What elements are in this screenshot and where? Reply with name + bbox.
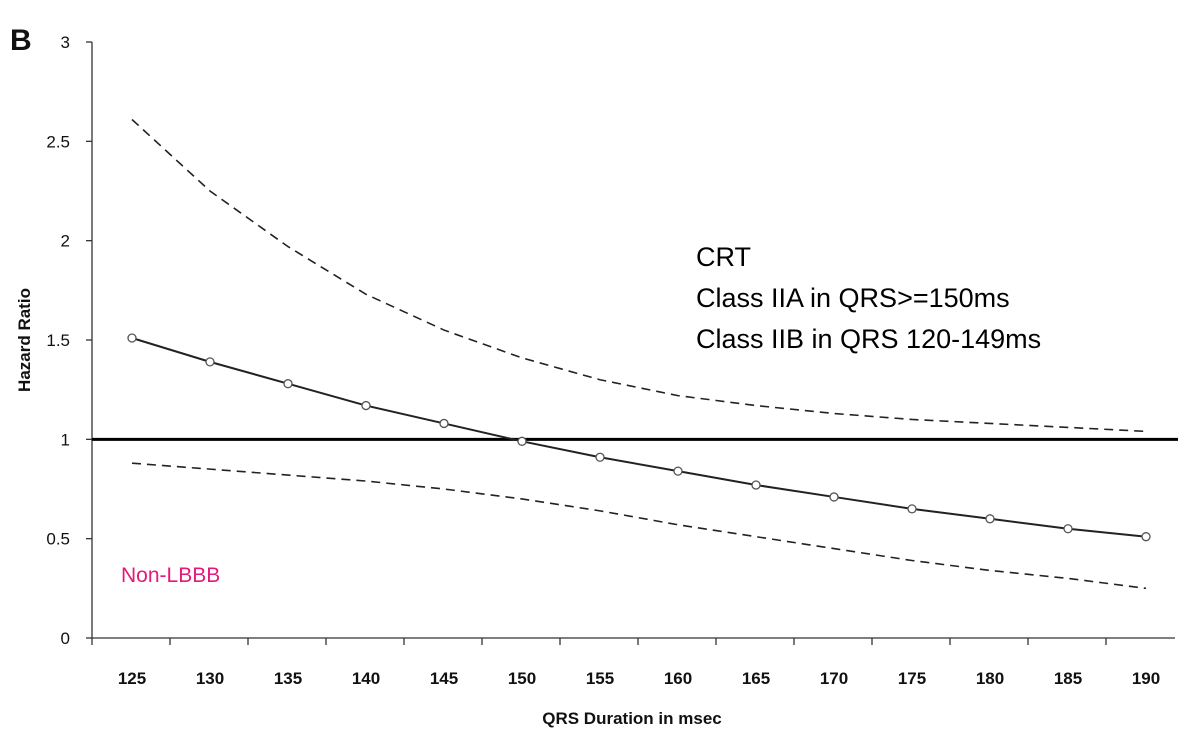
estimate-point bbox=[1141, 532, 1151, 542]
x-tick-label: 185 bbox=[1054, 669, 1082, 688]
y-tick-label: 1.5 bbox=[46, 331, 70, 350]
y-tick-label: 0 bbox=[61, 629, 70, 648]
estimate-point bbox=[283, 379, 293, 389]
estimate-point bbox=[673, 466, 683, 476]
x-tick-label: 145 bbox=[430, 669, 458, 688]
x-tick-label: 165 bbox=[742, 669, 770, 688]
y-tick-label: 1 bbox=[61, 430, 70, 449]
x-tick-label: 170 bbox=[820, 669, 848, 688]
series-layer bbox=[92, 118, 1178, 590]
y-tick-label: 0.5 bbox=[46, 530, 70, 549]
estimate-point bbox=[361, 400, 371, 411]
estimate-point bbox=[205, 357, 215, 367]
panel-letter: B bbox=[10, 24, 32, 57]
x-tick-label: 135 bbox=[274, 669, 302, 688]
upper-ci-line bbox=[131, 118, 1147, 433]
estimate-point bbox=[517, 436, 527, 446]
axes: 0 0.5 1 1.5 2 2.5 3 125 130 135 140 145 150 155 160 165… bbox=[46, 33, 1175, 688]
estimate-point bbox=[751, 480, 761, 490]
x-tick-label: 150 bbox=[508, 669, 536, 688]
x-tick-label: 140 bbox=[352, 669, 380, 688]
estimate-line bbox=[131, 337, 1147, 538]
group-label: Non-LBBB bbox=[121, 564, 220, 587]
estimate-point bbox=[1063, 524, 1073, 534]
y-tick-label: 2.5 bbox=[46, 132, 70, 151]
annotation-line-1: CRT bbox=[696, 242, 751, 272]
x-tick-label: 125 bbox=[118, 669, 146, 688]
x-tick-label: 190 bbox=[1132, 669, 1160, 688]
annotation-line-3: Class IIB in QRS 120-149ms bbox=[696, 324, 1041, 354]
x-tick-label: 180 bbox=[976, 669, 1004, 688]
estimate-point bbox=[985, 514, 995, 524]
estimate-point bbox=[127, 333, 137, 343]
estimate-point bbox=[595, 452, 605, 462]
y-tick-label: 3 bbox=[61, 33, 70, 52]
x-tick-label: 160 bbox=[664, 669, 692, 688]
x-axis-title: QRS Duration in msec bbox=[542, 709, 721, 728]
y-axis-title: Hazard Ratio bbox=[15, 288, 34, 392]
x-tick-label: 175 bbox=[898, 669, 926, 688]
estimate-point bbox=[829, 492, 839, 502]
x-tick-label: 155 bbox=[586, 669, 614, 688]
estimate-point bbox=[439, 418, 449, 429]
lower-ci-line bbox=[131, 462, 1147, 590]
y-tick-label: 2 bbox=[61, 232, 70, 251]
x-tick-label: 130 bbox=[196, 669, 224, 688]
estimate-point bbox=[907, 504, 917, 514]
annotation-line-2: Class IIA in QRS>=150ms bbox=[696, 283, 1010, 313]
